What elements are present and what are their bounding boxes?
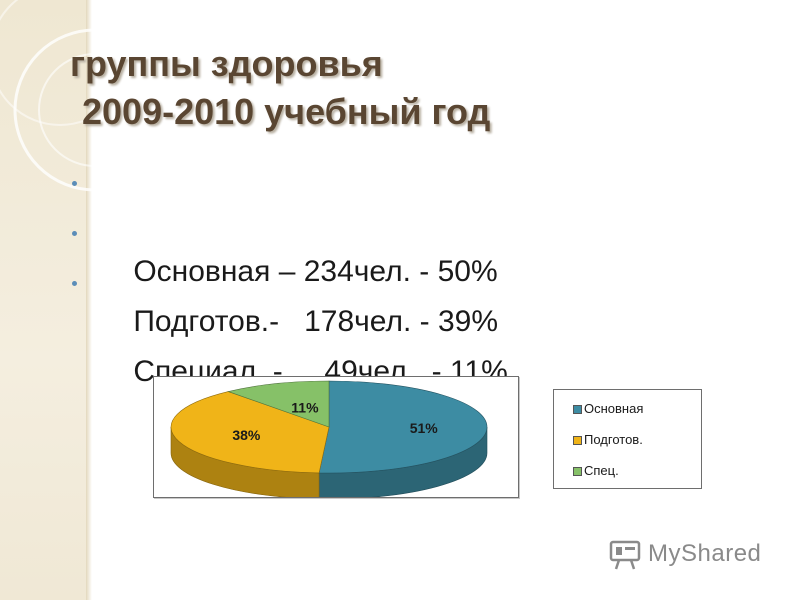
watermark-text: MyShared (648, 540, 762, 567)
decorative-circles (0, 0, 177, 192)
side-band-edge (86, 0, 92, 600)
pie-data-label: 38% (232, 427, 261, 443)
legend-item: Подготов. (573, 432, 643, 447)
bullet-text: Основная – 234чел. - 50% (133, 255, 498, 288)
bullet-icon (72, 281, 77, 286)
legend-item: Основная (573, 401, 644, 416)
pie-data-label: 51% (410, 420, 439, 436)
legend-swatch (573, 436, 582, 445)
bullet-icon (72, 181, 77, 186)
legend-label: Подготов. (584, 432, 643, 447)
bullet-item: Подготов.- 178чел. - 39% (70, 212, 508, 338)
bullet-icon (72, 231, 77, 236)
bullet-item: Специал. - 49чел. - 11% (70, 262, 508, 388)
legend-swatch (573, 467, 582, 476)
legend-label: Спец. (584, 463, 619, 478)
pie-slice (318, 380, 488, 474)
legend-item: Спец. (573, 463, 619, 478)
pie-chart-frame: 51% 38% 11% (153, 376, 519, 500)
pie-slice (170, 391, 330, 474)
slide-title-line1: группы здоровья (70, 43, 383, 84)
legend-label: Основная (584, 401, 644, 416)
pie-chart: 51% 38% 11% (170, 380, 488, 500)
chart-legend: Основная Подготов. Спец. (553, 389, 702, 489)
projector-icon (609, 540, 641, 570)
pie-slice (227, 380, 330, 428)
bullet-text: Подготов.- 178чел. - 39% (133, 305, 499, 338)
bullet-list: Основная – 234чел. - 50% Подготов.- 178ч… (70, 162, 508, 388)
watermark: MyShared (608, 536, 761, 572)
slide-title-line2: 2009-2010 учебный год (82, 91, 491, 132)
pie-data-label: 11% (291, 400, 319, 416)
legend-swatch (573, 405, 582, 414)
bullet-item: Основная – 234чел. - 50% (70, 162, 508, 288)
slide-title: группы здоровья 2009-2010 учебный год (70, 40, 490, 136)
